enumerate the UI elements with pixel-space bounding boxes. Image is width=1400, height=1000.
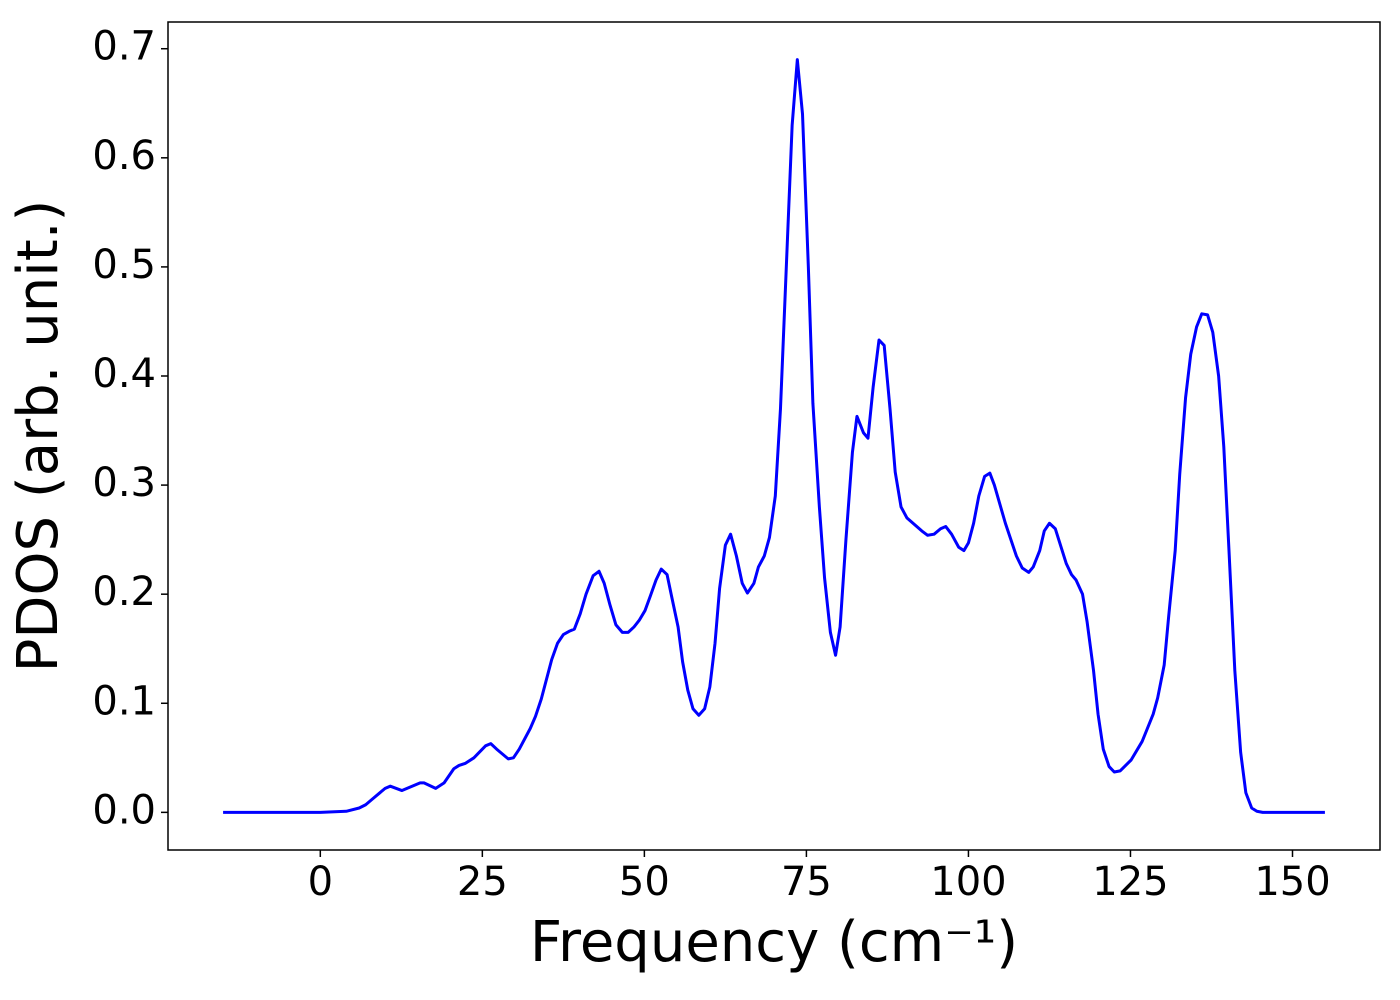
plot-frame bbox=[167, 21, 1381, 851]
x-axis-label: Frequency (cm⁻¹) bbox=[530, 910, 1018, 975]
x-tick-label: 100 bbox=[930, 859, 1006, 905]
y-tick-label: 0.6 bbox=[92, 133, 156, 179]
y-tick-label: 0.3 bbox=[92, 460, 156, 506]
line bbox=[223, 58, 1325, 814]
x-tick-label: 25 bbox=[457, 859, 508, 905]
x-tick-label: 150 bbox=[1254, 859, 1330, 905]
y-tick-label: 0.2 bbox=[92, 569, 156, 615]
y-tick-label: 0.5 bbox=[92, 242, 156, 288]
x-tick-label: 50 bbox=[619, 859, 670, 905]
y-tick-label: 0.7 bbox=[92, 24, 156, 70]
x-tick-label: 75 bbox=[781, 859, 832, 905]
y-tick-label: 0.1 bbox=[92, 678, 156, 724]
y-axis-label: PDOS (arb. unit.) bbox=[6, 200, 71, 673]
y-tick-label: 0.0 bbox=[92, 787, 156, 833]
x-tick-label: 125 bbox=[1092, 859, 1168, 905]
y-tick-label: 0.4 bbox=[92, 351, 156, 397]
x-tick-label: 0 bbox=[308, 859, 333, 905]
